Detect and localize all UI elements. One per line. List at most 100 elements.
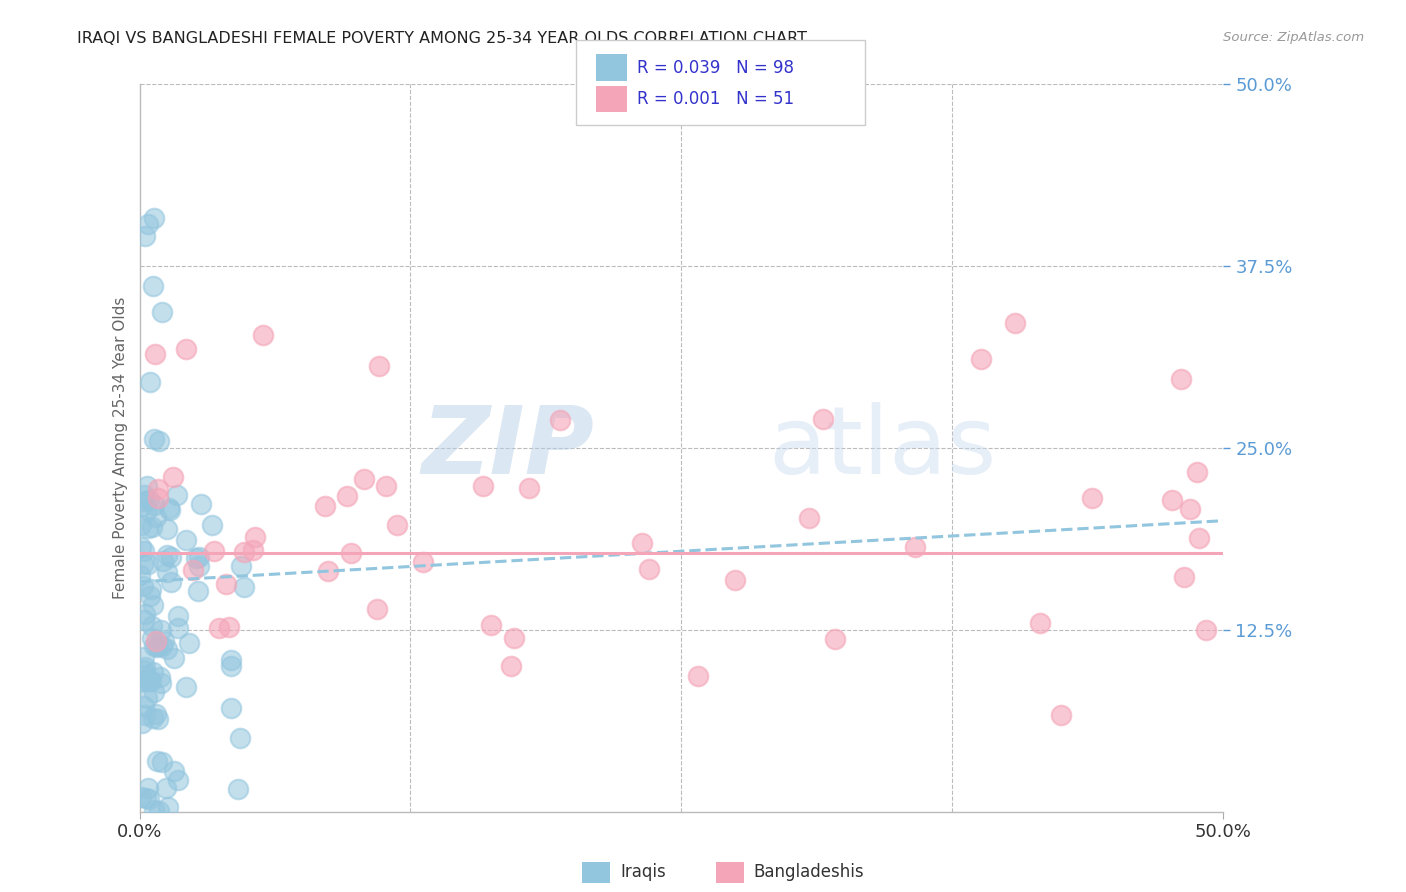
Point xyxy=(143,498,166,512)
Point xyxy=(136,521,159,535)
Point xyxy=(136,557,159,571)
Point xyxy=(162,470,184,484)
Point xyxy=(143,803,166,817)
Point xyxy=(131,540,153,554)
Point xyxy=(142,278,165,293)
Point xyxy=(141,599,163,613)
Point xyxy=(724,574,747,588)
Point xyxy=(179,635,201,649)
Point xyxy=(159,502,181,516)
Point xyxy=(131,673,153,688)
Point xyxy=(340,546,363,560)
Point xyxy=(138,674,160,689)
Text: ZIP: ZIP xyxy=(422,402,595,494)
Point xyxy=(141,673,163,688)
Point xyxy=(142,685,165,699)
Point xyxy=(136,503,159,517)
Point xyxy=(188,550,211,565)
Point xyxy=(149,670,172,684)
Point xyxy=(132,488,155,502)
Point xyxy=(149,623,172,637)
Point xyxy=(145,509,167,524)
Point xyxy=(366,602,388,616)
Point xyxy=(155,780,177,795)
Point xyxy=(129,518,152,533)
Point xyxy=(1029,615,1052,630)
Point xyxy=(139,375,162,389)
Point xyxy=(152,634,174,648)
Point xyxy=(156,522,179,536)
Point xyxy=(159,575,181,590)
Point xyxy=(146,491,169,505)
Point xyxy=(152,554,174,568)
Point xyxy=(134,650,156,665)
Point xyxy=(167,621,190,635)
Point xyxy=(143,347,166,361)
Point xyxy=(141,520,163,534)
Point xyxy=(157,800,180,814)
Point xyxy=(166,487,188,501)
Point xyxy=(1004,316,1026,330)
Text: Source: ZipAtlas.com: Source: ZipAtlas.com xyxy=(1223,31,1364,45)
Point xyxy=(146,713,169,727)
Point xyxy=(316,564,339,578)
Point xyxy=(219,653,242,667)
Point xyxy=(148,434,170,448)
Point xyxy=(145,706,167,721)
Point xyxy=(218,620,240,634)
Point xyxy=(132,579,155,593)
Point xyxy=(638,562,661,576)
Point xyxy=(136,217,159,231)
Point xyxy=(134,708,156,723)
Text: Bangladeshis: Bangladeshis xyxy=(754,863,865,881)
Point xyxy=(141,619,163,633)
Point xyxy=(481,617,503,632)
Point xyxy=(142,432,165,446)
Point xyxy=(149,675,172,690)
Point xyxy=(142,665,165,679)
Point xyxy=(202,544,225,558)
Point xyxy=(969,351,991,366)
Point xyxy=(132,698,155,713)
Point xyxy=(150,756,173,770)
Point xyxy=(904,540,927,554)
Point xyxy=(136,669,159,683)
Point xyxy=(233,545,256,559)
Point xyxy=(134,228,156,243)
Point xyxy=(353,472,375,486)
Point xyxy=(143,639,166,653)
Point xyxy=(142,711,165,725)
Point xyxy=(150,640,173,654)
Point xyxy=(813,412,835,426)
Text: R = 0.001   N = 51: R = 0.001 N = 51 xyxy=(637,90,794,108)
Point xyxy=(160,549,183,564)
Point xyxy=(181,563,204,577)
Point xyxy=(502,631,524,645)
Point xyxy=(162,764,184,778)
Point xyxy=(148,639,170,653)
Point xyxy=(1178,502,1201,516)
Point xyxy=(314,499,336,513)
Point xyxy=(142,211,165,225)
Point xyxy=(134,493,156,508)
Point xyxy=(132,613,155,627)
Point xyxy=(1170,372,1192,386)
Text: atlas: atlas xyxy=(768,402,997,494)
Point xyxy=(471,479,494,493)
Point xyxy=(136,781,159,796)
Point xyxy=(156,565,179,579)
Point xyxy=(375,479,398,493)
Point xyxy=(233,580,256,594)
Point xyxy=(208,622,231,636)
Point xyxy=(215,577,238,591)
Text: R = 0.039   N = 98: R = 0.039 N = 98 xyxy=(637,59,794,77)
Point xyxy=(138,492,160,507)
Point xyxy=(548,412,571,426)
Point xyxy=(134,660,156,674)
Point xyxy=(135,791,157,805)
Point xyxy=(167,773,190,788)
Point xyxy=(174,342,197,356)
Point xyxy=(141,631,163,645)
Point xyxy=(138,792,160,806)
Point xyxy=(139,582,162,597)
